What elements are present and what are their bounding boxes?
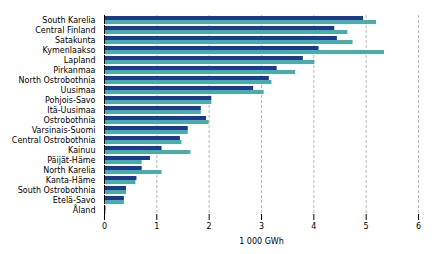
svg-text:North Ostrobothnia: North Ostrobothnia xyxy=(19,76,96,85)
svg-text:1 000 GWh: 1 000 GWh xyxy=(239,237,284,246)
svg-text:Uusimaa: Uusimaa xyxy=(61,86,96,95)
svg-text:3: 3 xyxy=(259,222,264,231)
svg-text:Etelä-Savo: Etelä-Savo xyxy=(53,196,96,205)
svg-text:Pohjois-Savo: Pohjois-Savo xyxy=(45,96,96,105)
svg-text:Lapland: Lapland xyxy=(64,56,96,65)
svg-text:4: 4 xyxy=(311,222,316,231)
svg-text:Central Finland: Central Finland xyxy=(35,26,95,35)
svg-text:0: 0 xyxy=(102,222,107,231)
svg-text:Satakunta: Satakunta xyxy=(55,36,96,45)
svg-text:1: 1 xyxy=(154,222,159,231)
svg-text:Central Ostrobothnia: Central Ostrobothnia xyxy=(12,136,96,145)
svg-text:South Karelia: South Karelia xyxy=(42,16,95,25)
svg-text:Kainuu: Kainuu xyxy=(68,146,95,155)
svg-text:6: 6 xyxy=(416,222,421,231)
svg-text:North Karelia: North Karelia xyxy=(43,166,95,175)
svg-text:Kanta-Häme: Kanta-Häme xyxy=(46,176,96,185)
svg-text:Päijät-Häme: Päijät-Häme xyxy=(47,156,95,165)
svg-text:South Ostrobothnia: South Ostrobothnia xyxy=(18,186,96,195)
svg-text:5: 5 xyxy=(364,222,369,231)
svg-text:Kymenlaakso: Kymenlaakso xyxy=(43,46,96,55)
svg-text:Itä-Uusimaa: Itä-Uusimaa xyxy=(47,106,95,115)
svg-text:2: 2 xyxy=(207,222,212,231)
svg-text:Ostrobothnia: Ostrobothnia xyxy=(44,116,96,125)
svg-text:Varsinais-Suomi: Varsinais-Suomi xyxy=(32,126,96,135)
svg-text:Åland: Åland xyxy=(73,204,96,215)
svg-text:Pirkanmaa: Pirkanmaa xyxy=(53,66,95,75)
